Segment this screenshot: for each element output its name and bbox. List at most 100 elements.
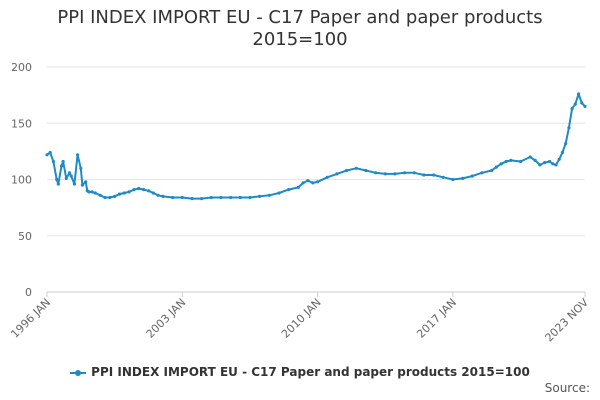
series-layer [45, 92, 587, 201]
data-point [98, 193, 102, 197]
data-point [519, 159, 523, 164]
data-point [151, 191, 155, 195]
x-tick-label: 2017 JAN [414, 296, 459, 341]
data-point [412, 171, 416, 175]
data-point [93, 191, 97, 195]
data-point [267, 193, 271, 197]
data-point [219, 195, 223, 200]
data-point [577, 92, 581, 96]
data-point [79, 166, 83, 170]
y-tick-label: 0 [25, 286, 32, 299]
data-point [87, 190, 91, 194]
data-point [335, 172, 339, 176]
x-tick-label: 2023 NOV [543, 296, 592, 345]
data-point [490, 168, 494, 173]
data-point [504, 159, 508, 164]
data-point [61, 159, 65, 164]
data-point [311, 181, 315, 185]
legend[interactable]: PPI INDEX IMPORT EU - C17 Paper and pape… [0, 365, 600, 379]
data-point [560, 150, 565, 155]
data-point [161, 194, 165, 198]
data-point [461, 176, 465, 180]
y-tick-label: 150 [11, 117, 32, 130]
data-point [441, 175, 445, 179]
source-label: Source: [544, 381, 590, 395]
data-point [48, 150, 52, 155]
x-tick-label: 2003 JAN [144, 296, 189, 341]
data-point [80, 183, 84, 187]
data-point [580, 101, 584, 105]
data-point [325, 175, 329, 179]
data-point [59, 164, 64, 168]
series-line [46, 93, 586, 200]
legend-line-marker-icon [70, 368, 87, 378]
data-point [393, 172, 397, 176]
data-point [287, 188, 291, 192]
legend-label: PPI INDEX IMPORT EU - C17 Paper and pape… [91, 365, 530, 379]
y-tick-label: 50 [18, 230, 32, 243]
data-point [122, 191, 126, 195]
data-point [296, 185, 300, 189]
y-tick-label: 100 [11, 174, 32, 187]
data-point [171, 195, 175, 200]
data-point [229, 195, 233, 200]
data-point [509, 158, 513, 162]
data-point [56, 182, 60, 186]
data-point [64, 176, 68, 180]
data-point [190, 197, 194, 201]
data-point [258, 194, 262, 198]
data-point [156, 193, 160, 197]
data-point [301, 181, 305, 185]
data-point [364, 168, 368, 173]
data-point [142, 188, 146, 192]
chart-title-line-1: PPI INDEX IMPORT EU - C17 Paper and pape… [57, 7, 543, 28]
data-point [564, 141, 568, 146]
data-point [72, 182, 76, 186]
data-point [306, 179, 310, 183]
gridlines [47, 66, 585, 293]
data-point [69, 174, 73, 178]
data-point [470, 174, 474, 178]
data-point [480, 171, 484, 175]
data-point [538, 163, 542, 167]
data-point [68, 171, 72, 175]
data-point [345, 168, 349, 173]
data-point [238, 195, 242, 200]
data-point [557, 157, 561, 161]
data-point [528, 155, 532, 159]
data-point [583, 104, 587, 108]
data-point [567, 126, 571, 130]
data-point [451, 177, 455, 182]
data-point [548, 159, 552, 164]
data-point [374, 171, 378, 175]
data-point [533, 158, 537, 162]
data-point [137, 186, 141, 191]
data-point [277, 191, 281, 195]
data-point [316, 180, 320, 184]
x-tick-label: 1996 JAN [8, 296, 53, 341]
data-point [146, 189, 151, 193]
data-point [180, 195, 184, 200]
data-point [570, 107, 574, 111]
y-tick-label: 200 [11, 61, 32, 74]
data-point [200, 197, 204, 201]
data-point [103, 195, 107, 200]
data-point [117, 192, 122, 196]
axes: 0 50 100 150 200 1996 JAN 2003 JAN 2010 JAN 2017… [8, 61, 591, 345]
data-point [51, 159, 56, 164]
data-point [432, 173, 436, 177]
data-point [132, 188, 136, 192]
data-point [248, 195, 252, 200]
data-point [113, 194, 117, 198]
data-point [551, 162, 555, 166]
data-point [499, 162, 503, 166]
data-point [554, 163, 558, 167]
data-point [209, 195, 213, 200]
data-point [383, 172, 387, 176]
chart-title-line-2: 2015=100 [252, 29, 348, 50]
data-point [494, 165, 498, 169]
data-point [76, 153, 80, 157]
data-point [90, 190, 94, 194]
data-point [354, 166, 358, 170]
